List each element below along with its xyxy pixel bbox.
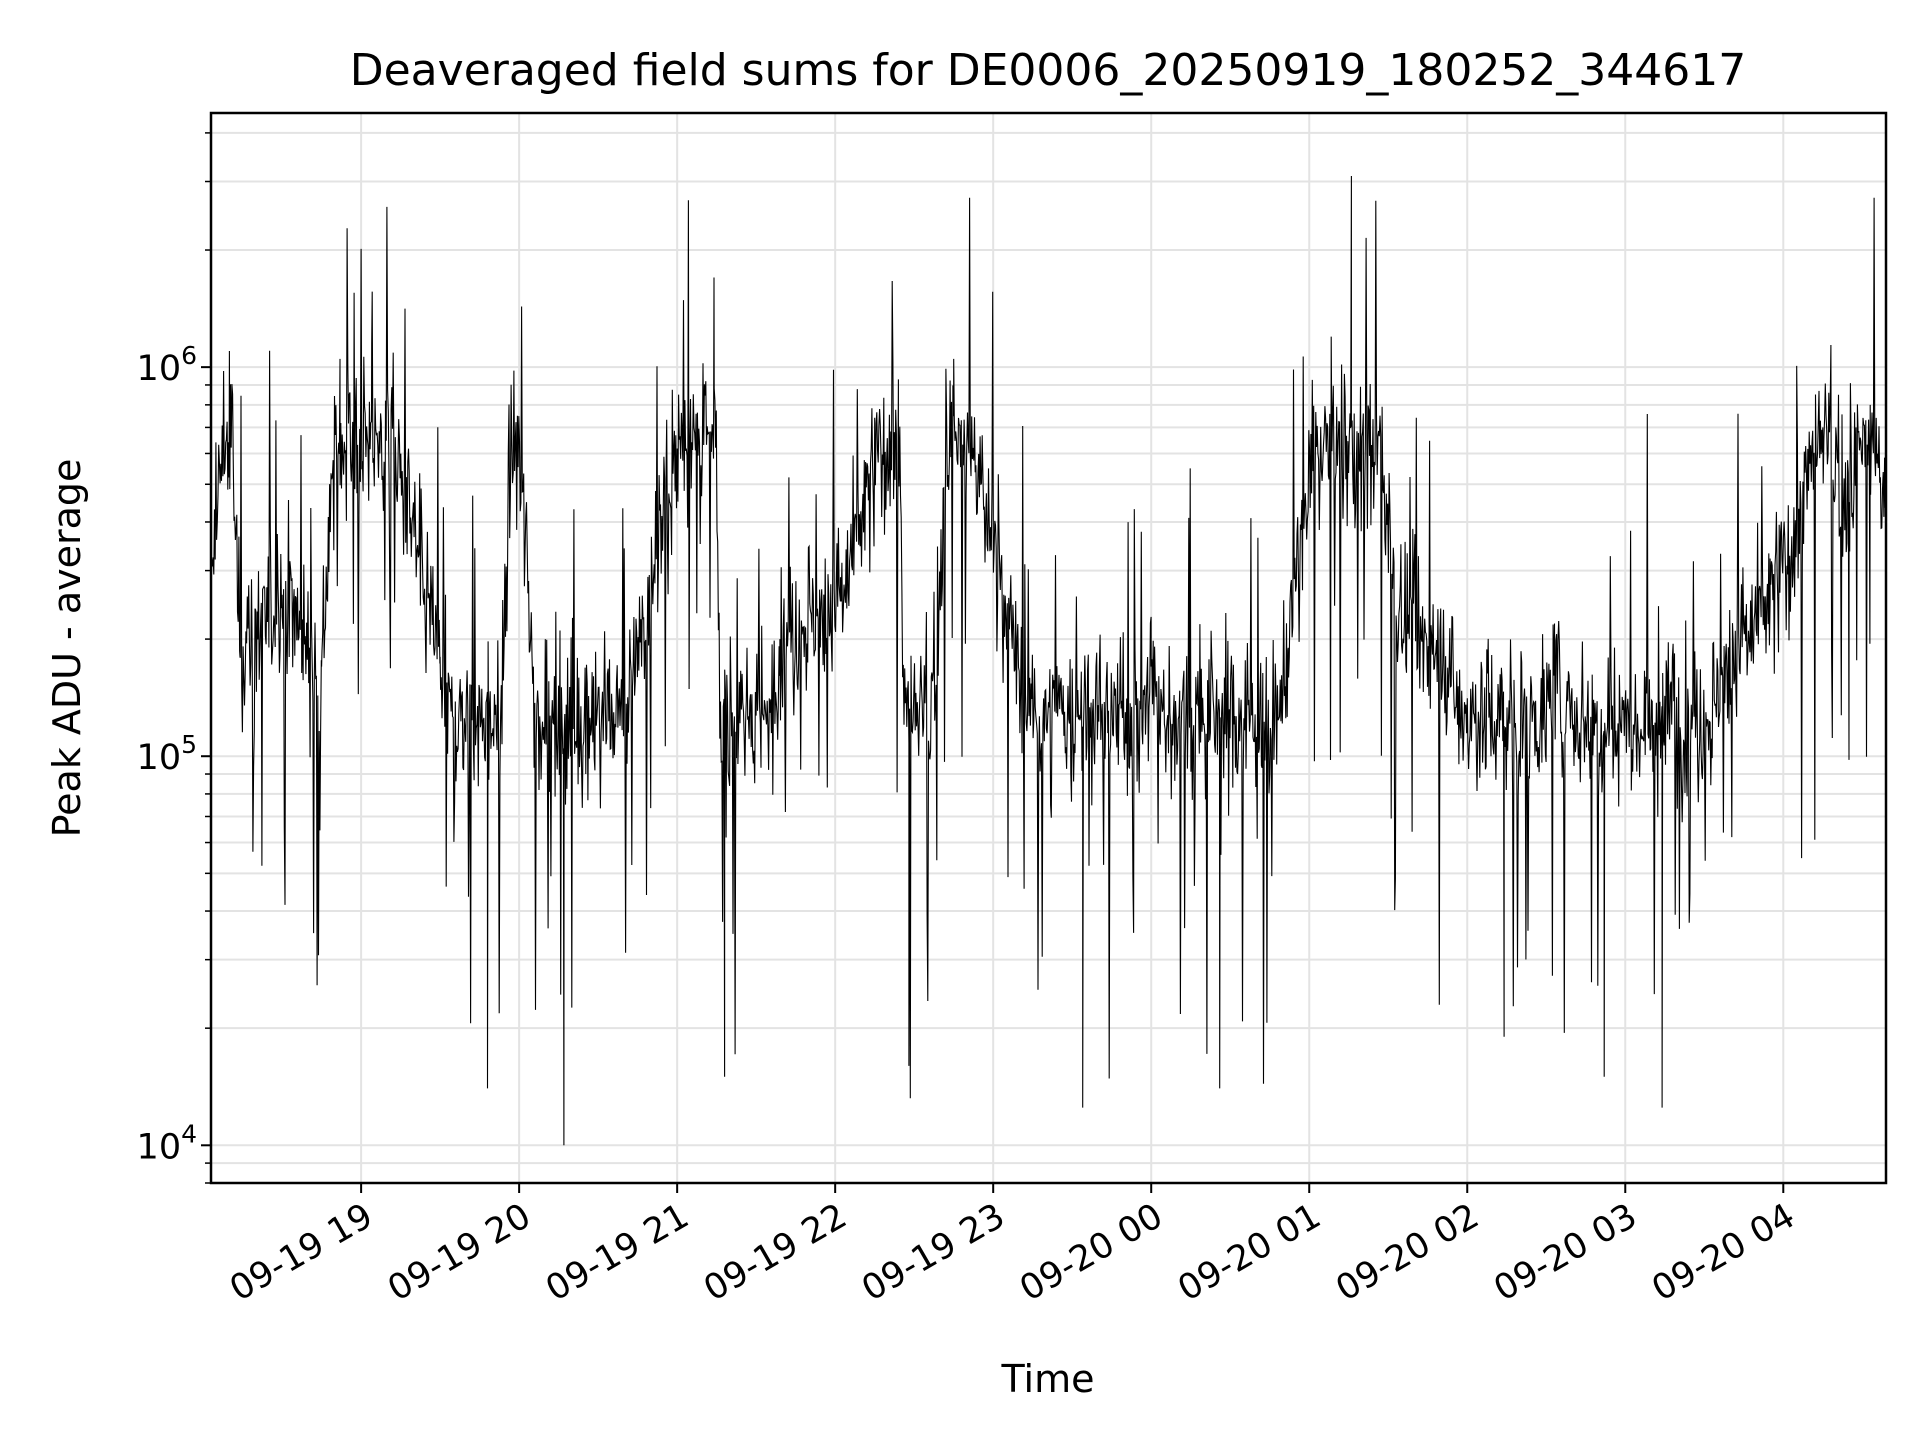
y-tick-label: 105 (137, 730, 197, 778)
y-tick-label: 104 (137, 1119, 197, 1167)
y-tick-base: 10 (137, 349, 182, 389)
x-axis-label: Time (1001, 1357, 1095, 1401)
y-tick-base: 10 (137, 738, 182, 778)
series-line (210, 175, 1887, 1146)
series-layer (210, 175, 1887, 1146)
y-tick-exponent: 4 (181, 1119, 197, 1148)
y-tick-exponent: 5 (181, 730, 197, 759)
y-tick-base: 10 (137, 1127, 182, 1167)
y-tick-exponent: 6 (181, 341, 197, 370)
y-axis-label: Peak ADU - average (45, 459, 89, 838)
y-tick-label: 106 (137, 341, 197, 389)
grid (211, 113, 1886, 1184)
chart-title: Deaveraged field sums for DE0006_2025091… (350, 45, 1747, 96)
plot-frame (209, 111, 1888, 1185)
